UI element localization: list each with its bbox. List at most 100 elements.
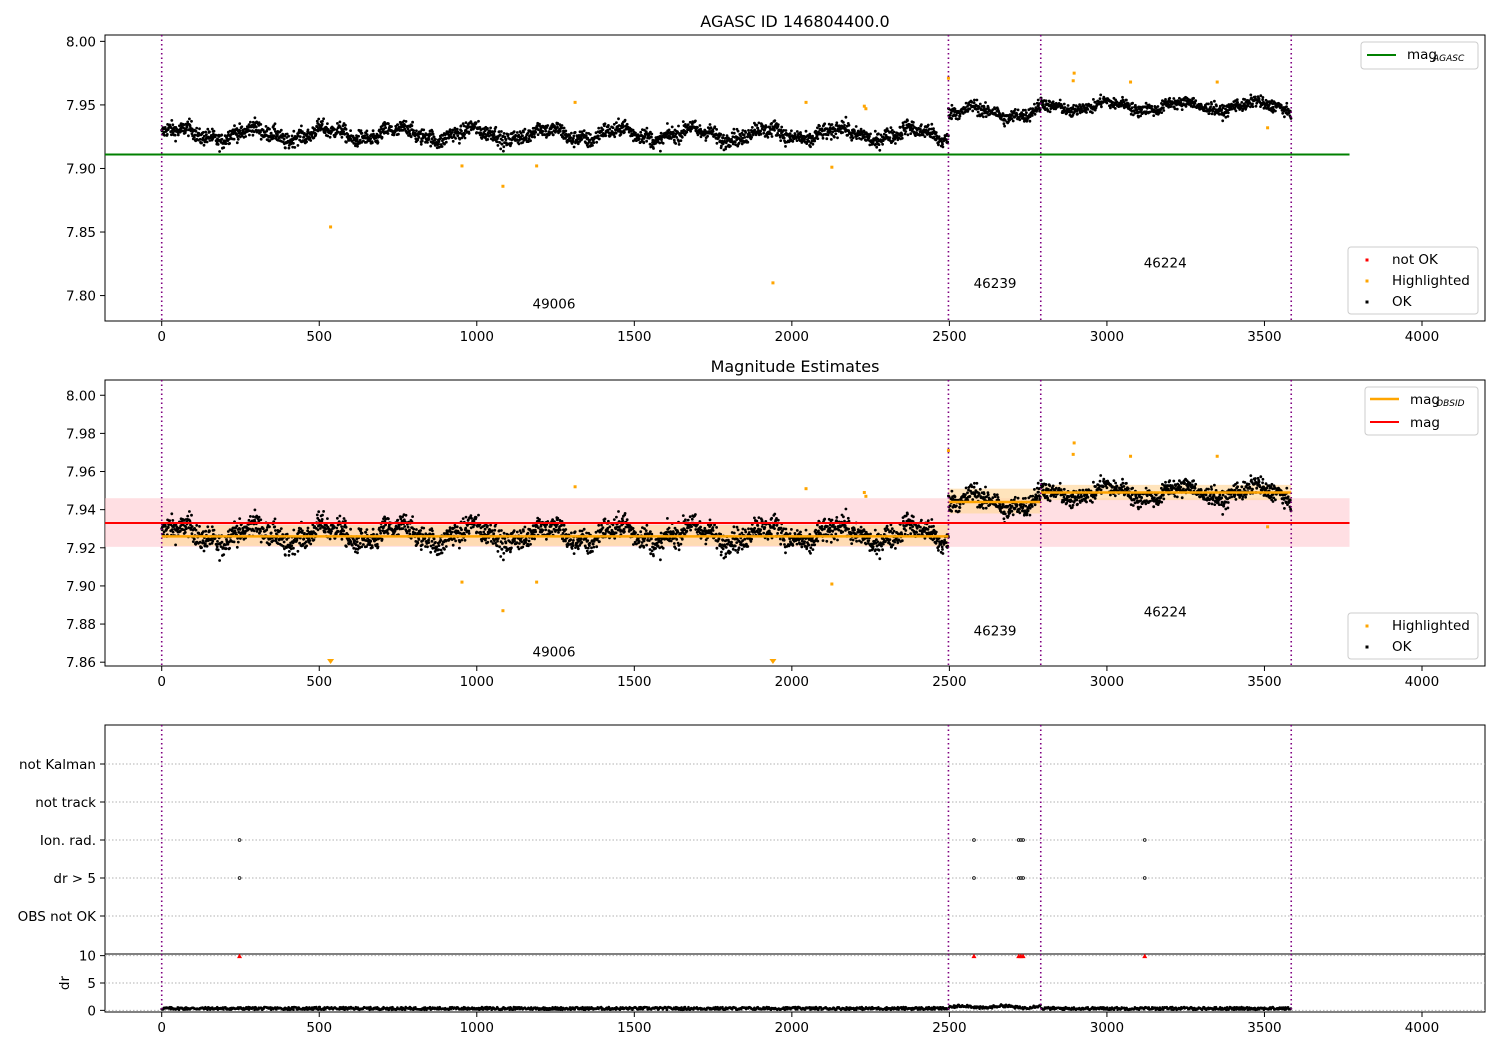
ok-point	[309, 139, 313, 142]
ok-point	[711, 130, 715, 133]
ok-point	[461, 517, 465, 520]
ok-point	[1031, 107, 1035, 110]
ok-point	[650, 143, 654, 147]
ok-point	[676, 530, 680, 534]
ok-point	[408, 129, 411, 133]
ok-point	[358, 542, 362, 545]
ok-point	[285, 132, 289, 136]
ok-point	[919, 127, 922, 131]
ok-point	[550, 530, 554, 534]
ok-point	[473, 125, 477, 128]
highlighted-point	[830, 165, 834, 169]
ok-point	[469, 128, 473, 132]
ok-point	[759, 132, 763, 136]
ok-point	[612, 122, 616, 126]
ok-point	[344, 123, 347, 127]
ok-point	[527, 137, 531, 141]
ok-point	[1285, 105, 1288, 109]
highlighted-point	[1071, 79, 1075, 83]
ok-point	[740, 139, 743, 143]
ok-point	[890, 128, 894, 132]
ok-point	[401, 515, 404, 519]
ok-point	[744, 131, 748, 134]
ok-point	[299, 527, 303, 531]
ok-point	[495, 140, 499, 144]
x-tick-label: 3000	[1090, 329, 1124, 345]
ok-point	[251, 515, 255, 518]
ok-point	[677, 544, 681, 547]
ok-point	[877, 132, 880, 136]
ok-point	[1080, 107, 1083, 111]
y-tick-label: 7.85	[66, 225, 96, 241]
ok-point	[323, 530, 327, 534]
ok-point	[650, 549, 654, 553]
ok-point	[1285, 101, 1289, 105]
ok-point	[257, 515, 261, 519]
ok-point	[426, 545, 429, 549]
ok-point	[290, 134, 294, 138]
ok-point	[328, 537, 332, 541]
ok-point	[846, 133, 849, 137]
ok-point	[532, 133, 536, 136]
ok-point	[1051, 100, 1055, 104]
ok-point	[1121, 98, 1125, 102]
ok-point	[337, 530, 340, 533]
ok-point	[259, 130, 262, 134]
x-tick-label: 2000	[775, 329, 809, 345]
ok-point	[355, 137, 359, 141]
ok-point	[856, 133, 860, 137]
x-tick-label: 0	[157, 329, 166, 345]
ok-point	[908, 128, 912, 132]
ok-point	[285, 532, 289, 536]
ok-point	[837, 129, 841, 133]
highlighted-point	[864, 107, 868, 111]
ok-point	[358, 141, 361, 145]
ok-point	[544, 525, 547, 529]
ok-point	[500, 142, 504, 146]
ok-point	[484, 538, 487, 542]
x-tick-label: 2500	[932, 329, 966, 345]
ok-point	[492, 532, 496, 536]
ok-point	[448, 128, 452, 132]
ok-point	[642, 545, 646, 549]
ok-point	[268, 139, 272, 143]
ok-point	[259, 518, 263, 522]
ok-point	[306, 128, 310, 132]
ok-point	[501, 138, 504, 142]
ok-point	[502, 551, 506, 555]
ok-point	[623, 530, 626, 534]
ok-point	[237, 530, 241, 534]
ok-point	[876, 137, 880, 141]
ok-point	[617, 124, 621, 127]
ok-point	[724, 546, 728, 549]
ok-point	[248, 133, 251, 137]
ok-point	[448, 526, 452, 530]
ok-point	[204, 130, 208, 134]
ok-point	[515, 530, 519, 534]
ok-point	[826, 133, 830, 137]
ok-point	[502, 149, 505, 153]
obsid-label: 46239	[974, 276, 1017, 292]
ok-point	[279, 128, 283, 132]
ok-point	[809, 145, 812, 149]
ok-point	[332, 525, 336, 529]
ok-point	[238, 517, 242, 520]
ok-point	[853, 129, 856, 133]
ok-point	[512, 130, 516, 134]
ok-point	[589, 133, 592, 136]
ok-point	[354, 547, 358, 551]
ok-point	[588, 544, 591, 547]
ok-point	[409, 135, 413, 139]
ok-point	[1162, 106, 1165, 110]
ok-point	[533, 135, 536, 139]
y-tick-label: 7.86	[66, 655, 96, 671]
ok-point	[1230, 107, 1234, 111]
ok-point	[517, 547, 521, 551]
ok-point	[1128, 104, 1131, 108]
ok-point	[685, 529, 689, 533]
ok-point	[427, 541, 431, 544]
ok-point	[964, 106, 967, 109]
x-tick-label: 1000	[460, 674, 494, 690]
ok-point	[1135, 106, 1138, 109]
ok-point	[1167, 105, 1170, 109]
